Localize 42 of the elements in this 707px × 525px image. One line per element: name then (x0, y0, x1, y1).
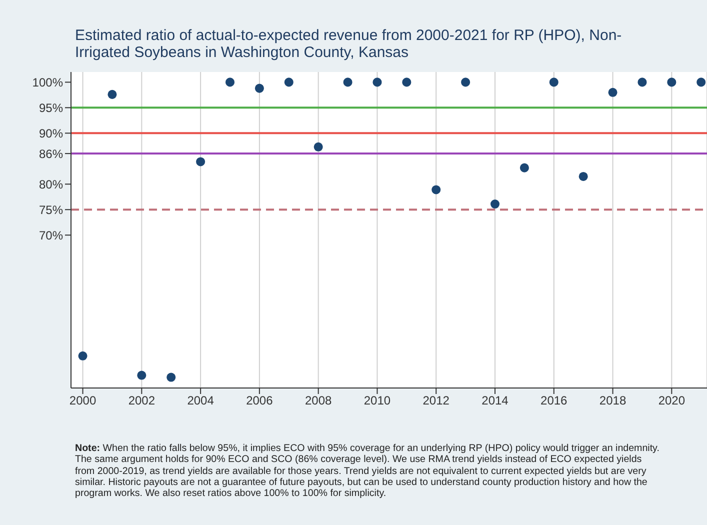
point (549, 78, 558, 87)
point (461, 78, 470, 87)
x-tick-label: 2006 (246, 394, 274, 408)
point (638, 78, 647, 87)
point (372, 78, 382, 87)
y-tick-label: 86% (38, 146, 64, 161)
point (578, 172, 588, 181)
point (696, 78, 706, 87)
y-tick-label: 80% (38, 177, 64, 192)
point (78, 351, 88, 360)
y-tick-label: 70% (38, 228, 64, 242)
point (314, 142, 323, 152)
x-tick-label: 2004 (187, 394, 214, 408)
point (108, 90, 117, 99)
point (520, 163, 529, 172)
point (225, 78, 235, 87)
x-tick-label: 2010 (364, 394, 391, 408)
x-tick-label: 2000 (69, 394, 96, 408)
point (254, 84, 264, 93)
point (608, 88, 618, 97)
x-tick-label: 2012 (422, 394, 450, 408)
point (490, 200, 500, 209)
point (284, 78, 294, 87)
y-tick-label: 95% (38, 100, 64, 115)
x-tick-label: 2014 (482, 394, 509, 408)
point (402, 78, 412, 87)
point (667, 78, 676, 87)
point (432, 185, 441, 194)
x-tick-label: 2016 (540, 394, 568, 408)
x-tick-label: 2020 (658, 394, 686, 408)
y-tick-label: 100% (32, 75, 64, 90)
point (343, 78, 352, 87)
x-tick-label: 2008 (304, 394, 332, 408)
y-tick-label: 75% (38, 202, 64, 217)
x-tick-label: 2002 (128, 394, 156, 408)
x-tick-label: 2018 (599, 394, 626, 408)
chart-title: Estimated ratio of actual-to-expected revenue from 2000-2021 for RP (HPO), Non-Irrigated Soybeans in Washington County, Kansas (75, 27, 623, 61)
point (137, 370, 146, 380)
point (196, 157, 206, 166)
point (166, 372, 176, 382)
y-tick-label: 90% (38, 126, 64, 140)
text: Note: When the ratio falls below 95%, it implies ECO with 95% coverage for an underlying RP (HPO) policy would trigger an indemnity. The same argument holds for 90% ECO and SCO (86% coverage level). We use RMA trend yields instead of ECO expected yields from 2000-2019, as trend yields are available for those years. Trend yields are not equivalent to current expected yields but are very similar. Historic payouts are not a guarantee of future payouts, but can be used to understand county production history and how the program works. We also reset ratios above 100% to 100% for simplicity. (75, 443, 660, 500)
